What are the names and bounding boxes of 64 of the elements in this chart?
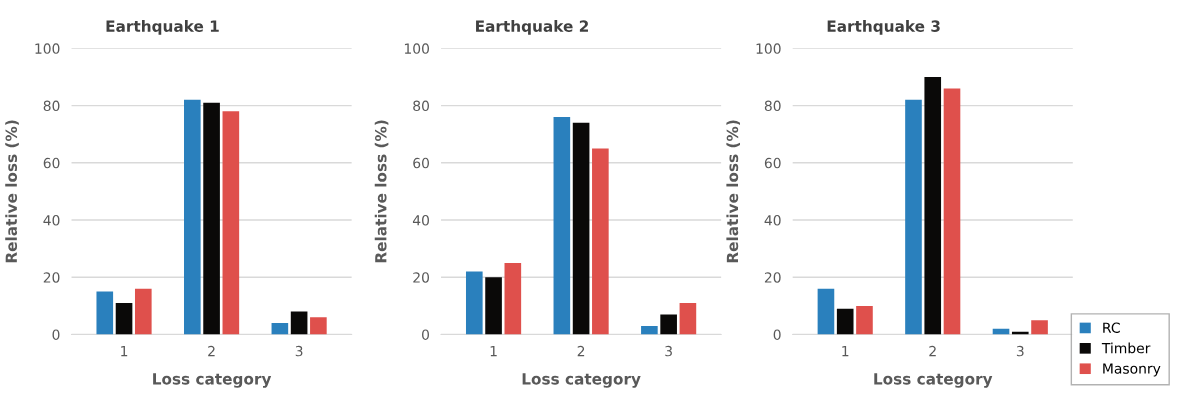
- y-tick-label: 40: [764, 215, 781, 226]
- bar: [553, 117, 571, 335]
- y-tick-label: 0: [773, 329, 781, 340]
- y-axis-title: Relative loss (%): [726, 120, 741, 263]
- bar: [836, 308, 854, 335]
- legend-label: Masonry: [1103, 363, 1161, 377]
- bar: [271, 323, 289, 335]
- bar: [203, 102, 220, 335]
- y-tick-label: 0: [52, 329, 60, 340]
- bar: [592, 148, 609, 335]
- chart-title: Earthquake 1: [106, 20, 219, 35]
- bar: [679, 303, 697, 335]
- bar: [485, 277, 502, 335]
- y-tick-label: 100: [35, 43, 60, 54]
- x-tick-label: 3: [1016, 345, 1024, 357]
- y-tick-label: 80: [764, 100, 781, 112]
- y-tick-label: 60: [43, 157, 60, 169]
- y-tick-label: 20: [413, 272, 430, 283]
- x-axis-title: Loss category: [522, 373, 641, 388]
- bar: [905, 99, 922, 335]
- y-tick-label: 20: [43, 272, 60, 283]
- bar: [1031, 320, 1048, 335]
- x-tick-label: 1: [490, 346, 497, 357]
- x-tick-label: 2: [577, 345, 585, 357]
- bar: [134, 288, 152, 335]
- bar: [660, 314, 677, 335]
- chart-title: Earthquake 3: [827, 20, 940, 35]
- x-tick-label: 3: [295, 345, 303, 357]
- y-tick-label: 100: [404, 43, 430, 54]
- y-tick-label: 0: [422, 329, 430, 340]
- bar: [856, 305, 873, 335]
- x-axis-title: Loss category: [153, 373, 272, 388]
- y-tick-label: 60: [764, 157, 781, 169]
- y-axis-title: Relative loss (%): [374, 120, 389, 263]
- bar: [641, 325, 658, 335]
- legend-label: Timber: [1101, 342, 1151, 354]
- y-axis-title: Relative loss (%): [5, 120, 19, 263]
- y-tick-label: 40: [412, 215, 430, 226]
- bar: [572, 122, 590, 335]
- bar: [222, 111, 240, 335]
- y-tick-label: 60: [413, 157, 430, 169]
- bar: [817, 288, 835, 335]
- bar: [924, 76, 942, 335]
- x-axis-title: Loss category: [874, 373, 993, 388]
- y-tick-label: 80: [43, 100, 60, 112]
- bar: [943, 88, 961, 335]
- bar: [115, 303, 133, 335]
- bar: [290, 311, 308, 335]
- legend-label: RC: [1103, 322, 1120, 333]
- y-tick-label: 100: [756, 43, 781, 54]
- x-tick-label: 2: [929, 345, 936, 357]
- bar: [310, 317, 327, 335]
- x-tick-label: 1: [842, 346, 849, 357]
- y-tick-label: 40: [43, 215, 60, 226]
- bar: [184, 99, 201, 335]
- chart-title: Earthquake 2: [476, 20, 588, 35]
- x-tick-label: 3: [665, 345, 672, 357]
- bar: [504, 262, 522, 335]
- y-tick-label: 20: [764, 272, 781, 283]
- bar: [465, 271, 483, 335]
- y-tick-label: 80: [413, 100, 430, 112]
- bar: [96, 291, 114, 335]
- x-tick-label: 2: [208, 345, 215, 357]
- x-tick-label: 1: [121, 346, 128, 357]
